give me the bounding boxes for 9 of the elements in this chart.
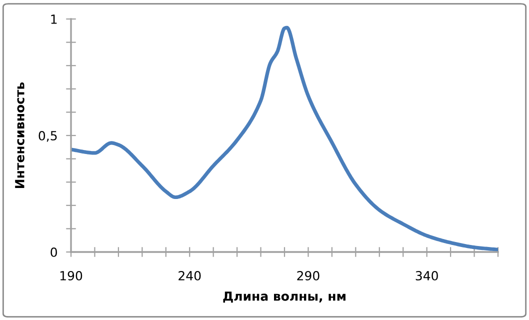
- x-axis-title: Длина волны, нм: [223, 292, 346, 303]
- x-tick-label: 340: [416, 270, 438, 280]
- x-tick-label: 240: [178, 270, 201, 280]
- y-tick-label: 0: [50, 247, 57, 257]
- y-tick-label: 1: [51, 14, 57, 24]
- x-tick-label: 290: [297, 270, 320, 280]
- y-tick-label: 0,5: [38, 130, 57, 142]
- y-axis-title: Интенсивность: [15, 82, 24, 188]
- x-tick-label: 190: [60, 270, 82, 280]
